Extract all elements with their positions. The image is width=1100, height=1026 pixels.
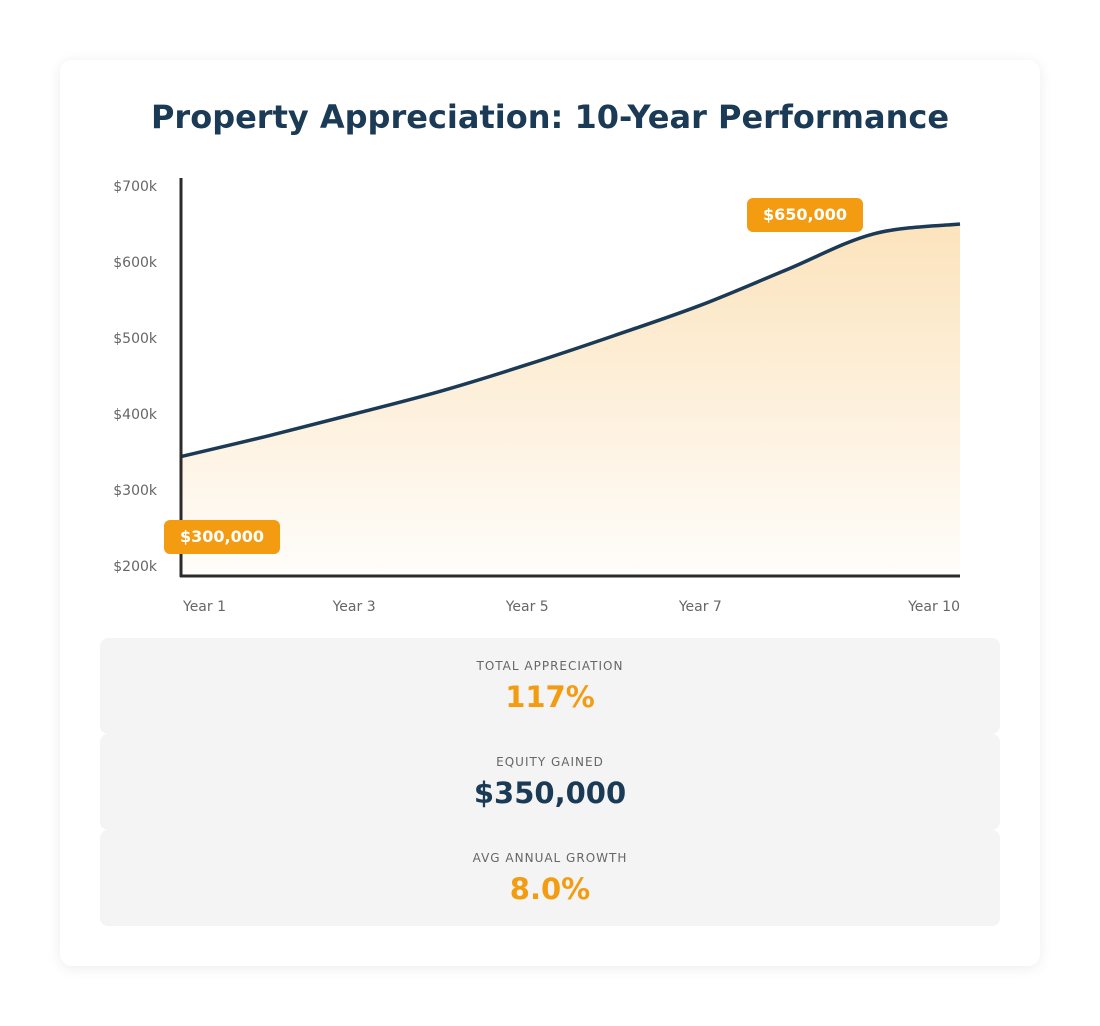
chart-card: Property Appreciation: 10-Year Performan… [60, 60, 1040, 966]
y-tick-label: $300k [113, 483, 158, 499]
stat-label: AVG ANNUAL GROWTH [472, 851, 628, 865]
end-value-badge: $650,000 [747, 198, 864, 232]
stat-label: EQUITY GAINED [496, 755, 604, 769]
stat-value: 117% [505, 680, 595, 714]
x-tick-label: Year 1 [182, 599, 226, 615]
start-value-badge: $300,000 [164, 520, 281, 554]
y-tick-label: $400k [113, 407, 158, 423]
y-tick-label: $600k [113, 255, 158, 271]
stat-total-appreciation: TOTAL APPRECIATION 117% [100, 638, 1000, 734]
x-tick-label: Year 3 [332, 599, 376, 615]
stat-value: 8.0% [509, 872, 591, 906]
x-tick-label: Year 10 [907, 599, 960, 615]
x-tick-label: Year 7 [678, 599, 722, 615]
x-axis-ticks: Year 1 Year 3 Year 5 Year 7 Year 10 [182, 599, 960, 615]
appreciation-chart: $200k$300k$400k$500k$600k$700k Year 1 Yea… [113, 178, 961, 615]
chart-title: Property Appreciation: 10-Year Performan… [150, 98, 950, 136]
area-fill [181, 224, 960, 576]
value-line [180, 222, 961, 459]
y-tick-label: $700k [113, 179, 158, 195]
y-axis-ticks: $200k $300k $400k $500k $600k $700k [113, 179, 158, 575]
stat-value: $350,000 [473, 776, 627, 810]
y-tick-label: $200k [113, 559, 158, 575]
x-tick-label: Year 5 [505, 599, 549, 615]
stat-label: TOTAL APPRECIATION [476, 659, 624, 673]
stat-equity-gained: EQUITY GAINED $350,000 [100, 734, 1000, 830]
stat-avg-annual-growth: AVG ANNUAL GROWTH 8.0% [100, 830, 1000, 926]
y-tick-label: $500k [113, 331, 158, 347]
